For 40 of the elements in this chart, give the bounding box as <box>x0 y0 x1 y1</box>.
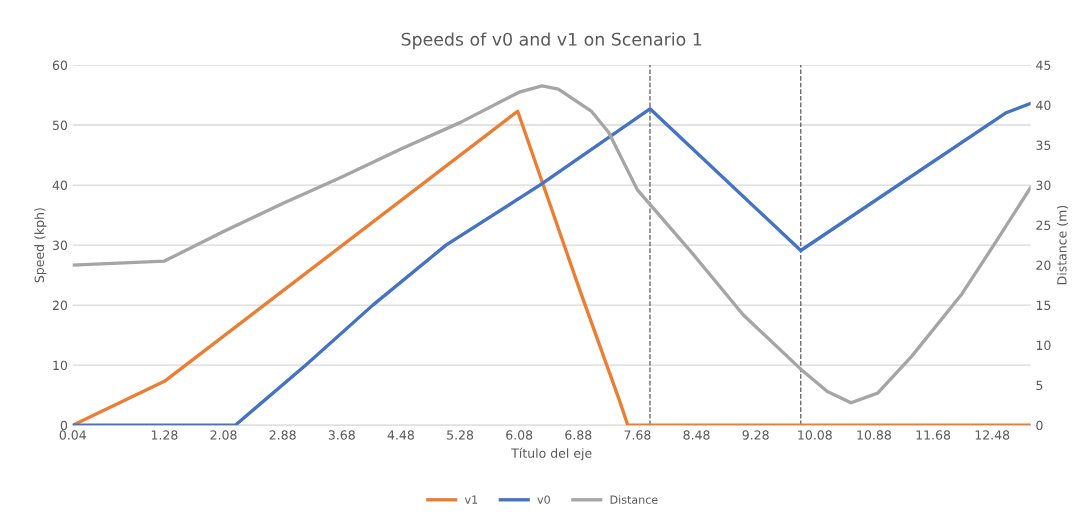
y-tick-label: 30 <box>52 240 68 251</box>
x-tick-label: 8.48 <box>683 430 710 440</box>
y2-axis-title: Distance (m) <box>1056 205 1069 285</box>
legend-label: Distance <box>610 495 658 504</box>
y-tick-label: 50 <box>52 120 68 130</box>
x-tick-label: 0.04 <box>59 430 86 440</box>
x-tick-label: 6.88 <box>565 430 592 440</box>
y-tick-label: 60 <box>52 60 68 70</box>
x-tick-label: 3.68 <box>328 430 355 440</box>
x-axis-title: Título del eje <box>511 447 592 461</box>
y-axis-title: Speed (kph) <box>34 208 47 283</box>
y-tick-label: 40 <box>52 180 68 190</box>
chart-title: Speeds of v0 and v1 on Scenario 1 <box>401 32 702 50</box>
x-tick-label: 6.08 <box>506 430 533 440</box>
x-tick-label: 2.08 <box>210 430 237 440</box>
x-tick-label: 2.88 <box>269 430 296 440</box>
y2-tick-label: 45 <box>1036 60 1051 70</box>
legend-label: v0 <box>537 495 550 504</box>
y2-tick-label: 35 <box>1036 140 1051 150</box>
y-tick-label: 20 <box>52 300 68 311</box>
x-tick-label: 7.68 <box>624 430 651 440</box>
x-tick-label: 12.48 <box>975 430 1010 440</box>
y2-tick-label: 10 <box>1036 340 1051 351</box>
y2-tick-label: 25 <box>1036 220 1051 231</box>
y2-tick-label: 30 <box>1036 180 1051 190</box>
y2-tick-label: 0 <box>1036 420 1043 431</box>
y2-tick-label: 40 <box>1036 100 1051 110</box>
y-tick-label: 0 <box>60 420 68 431</box>
x-tick-label: 10.88 <box>857 430 891 440</box>
y-tick-label: 10 <box>53 360 68 371</box>
x-tick-label: 5.28 <box>447 430 474 440</box>
x-tick-label: 1.28 <box>151 430 178 440</box>
legend-label: v1 <box>464 495 478 504</box>
x-tick-label: 11.68 <box>916 430 951 440</box>
x-tick-label: 4.48 <box>387 430 414 440</box>
x-tick-label: 10.08 <box>798 430 832 440</box>
y2-tick-label: 5 <box>1036 380 1043 391</box>
y2-tick-label: 15 <box>1036 300 1051 311</box>
y2-tick-label: 20 <box>1036 260 1051 271</box>
x-tick-label: 9.28 <box>742 430 769 440</box>
